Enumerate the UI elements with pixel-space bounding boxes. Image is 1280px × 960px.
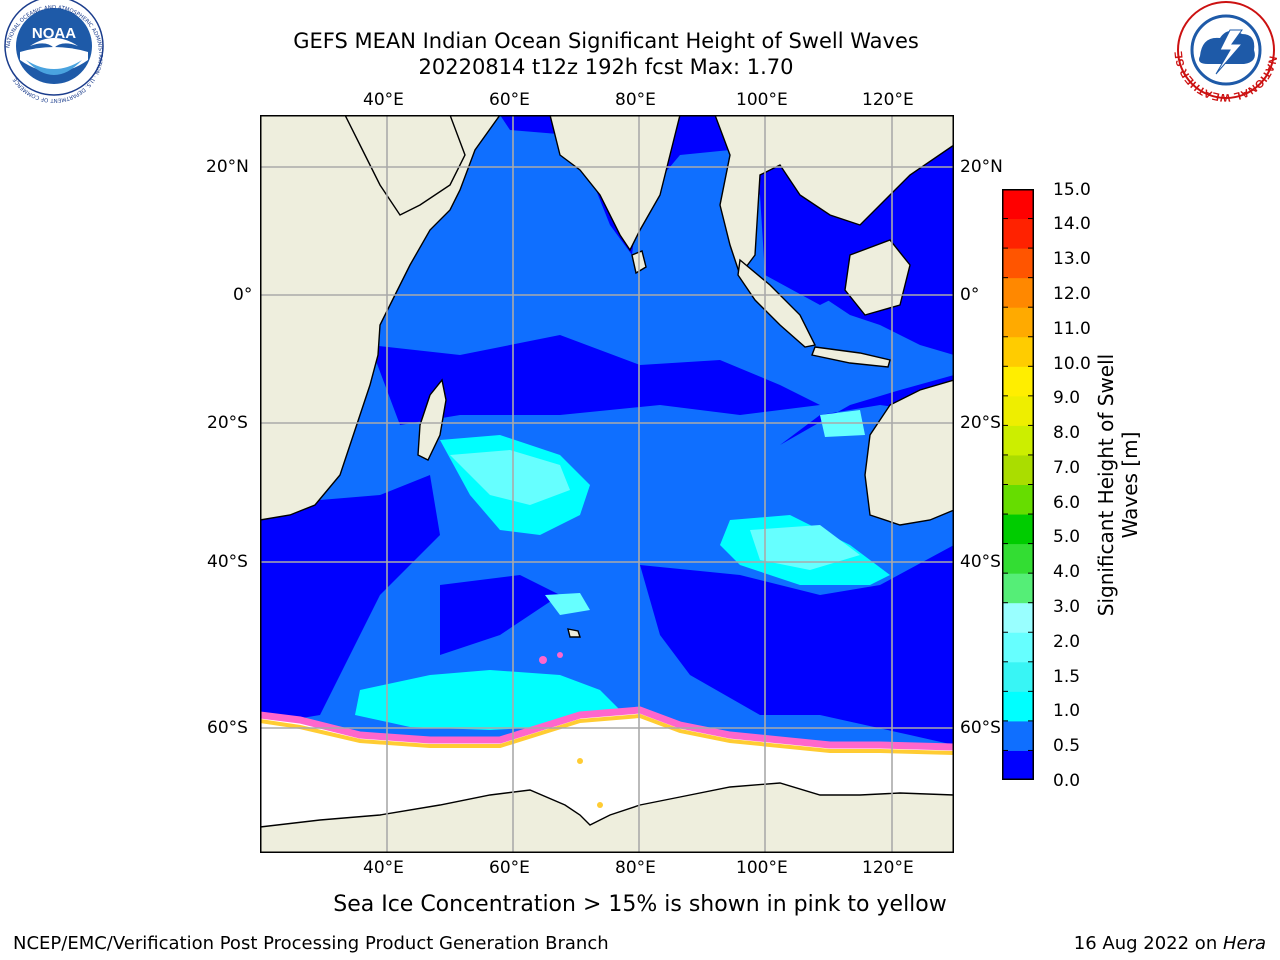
colorbar-label: Significant Height of Swell Waves [m] bbox=[1094, 325, 1164, 645]
lon-label-100e-bottom: 100°E bbox=[736, 858, 788, 878]
colorbar-segment bbox=[1002, 543, 1034, 574]
colorbar-segment bbox=[1002, 277, 1034, 308]
lat-label-40s-left: 40°S bbox=[207, 552, 248, 572]
footer-date-text: 16 Aug 2022 on bbox=[1073, 933, 1223, 954]
swell-height-map bbox=[259, 114, 955, 854]
antarctica-land bbox=[259, 782, 955, 854]
colorbar-tick-7: 7.0 bbox=[1053, 458, 1081, 478]
lat-label-20n-right: 20°N bbox=[960, 157, 1003, 177]
colorbar-tick-8: 8.0 bbox=[1053, 423, 1081, 443]
colorbar-tick-0: 0.0 bbox=[1053, 771, 1081, 791]
australia-land bbox=[864, 379, 955, 526]
colorbar-segment bbox=[1002, 573, 1034, 604]
colorbar-tick-13: 13.0 bbox=[1053, 249, 1091, 269]
colorbar-segment bbox=[1002, 750, 1034, 781]
lat-label-60s-right: 60°S bbox=[960, 718, 1001, 738]
colorbar-tick-5: 5.0 bbox=[1053, 527, 1081, 547]
colorbar-tick-9: 9.0 bbox=[1053, 388, 1081, 408]
colorbar-segment bbox=[1002, 661, 1034, 692]
colorbar-segment bbox=[1002, 484, 1034, 515]
kerguelen-land bbox=[567, 628, 581, 638]
lon-label-120e-top: 120°E bbox=[862, 90, 914, 110]
noaa-logo-text: NOAA bbox=[32, 25, 76, 42]
nws-logo: NATIONAL WEATHER SERVICE bbox=[1168, 0, 1280, 108]
arabia-land bbox=[343, 114, 466, 216]
colorbar-tick-6: 6.0 bbox=[1053, 493, 1081, 513]
india-land bbox=[549, 114, 681, 252]
map-title: GEFS MEAN Indian Ocean Significant Heigh… bbox=[293, 29, 919, 53]
map-subtitle: 20220814 t12z 192h fcst Max: 1.70 bbox=[418, 55, 794, 79]
lon-label-40e-top: 40°E bbox=[363, 90, 404, 110]
colorbar-tick-2: 2.0 bbox=[1053, 632, 1081, 652]
colorbar-tick-1-5: 1.5 bbox=[1053, 667, 1081, 687]
lon-label-80e-bottom: 80°E bbox=[615, 858, 656, 878]
colorbar-segment bbox=[1002, 218, 1034, 249]
graticule bbox=[260, 115, 954, 853]
madagascar-land bbox=[417, 378, 447, 461]
lon-label-40e-bottom: 40°E bbox=[363, 858, 404, 878]
land-masses bbox=[259, 114, 955, 854]
colorbar-segment bbox=[1002, 366, 1034, 397]
colorbar-segment bbox=[1002, 395, 1034, 426]
colorbar-frame bbox=[1002, 189, 1034, 780]
swell-15-2-regions bbox=[450, 410, 865, 615]
colorbar-segment bbox=[1002, 454, 1034, 485]
java-land bbox=[811, 346, 891, 368]
lon-label-60e-bottom: 60°E bbox=[489, 858, 530, 878]
lat-label-60s-left: 60°S bbox=[207, 718, 248, 738]
colorbar-segment bbox=[1002, 632, 1034, 663]
noaa-logo: NOAA NATIONAL OCEANIC AND ATMOSPHERIC AD… bbox=[0, 0, 108, 108]
borneo-land bbox=[844, 239, 911, 316]
colorbar-tick-0-5: 0.5 bbox=[1053, 736, 1081, 756]
colorbar-segment bbox=[1002, 720, 1034, 751]
colorbar-tick-14: 14.0 bbox=[1053, 214, 1091, 234]
lat-label-20s-left: 20°S bbox=[207, 413, 248, 433]
map-frame bbox=[260, 115, 954, 853]
southeast-asia-land bbox=[713, 114, 955, 277]
colorbar-segment bbox=[1002, 336, 1034, 367]
lon-label-60e-top: 60°E bbox=[489, 90, 530, 110]
colorbar-tick-15: 15.0 bbox=[1053, 180, 1091, 200]
lat-label-20s-right: 20°S bbox=[960, 413, 1001, 433]
footer-credit: NCEP/EMC/Verification Post Processing Pr… bbox=[13, 933, 609, 954]
colorbar-tick-4: 4.0 bbox=[1053, 562, 1081, 582]
colorbar-segment bbox=[1002, 425, 1034, 456]
sea-ice-caption: Sea Ice Concentration > 15% is shown in … bbox=[333, 892, 947, 917]
colorbar-segment bbox=[1002, 691, 1034, 722]
colorbar-segment bbox=[1002, 602, 1034, 633]
colorbar-tick-1: 1.0 bbox=[1053, 701, 1081, 721]
lat-label-40s-right: 40°S bbox=[960, 552, 1001, 572]
lat-label-20n-left: 20°N bbox=[206, 157, 249, 177]
lon-label-120e-bottom: 120°E bbox=[862, 858, 914, 878]
colorbar-tick-10: 10.0 bbox=[1053, 354, 1091, 374]
colorbar bbox=[1002, 188, 1034, 781]
colorbar-tick-12: 12.0 bbox=[1053, 284, 1091, 304]
lon-label-100e-top: 100°E bbox=[736, 90, 788, 110]
colorbar-segment bbox=[1002, 189, 1034, 220]
lat-label-0-left: 0° bbox=[233, 285, 253, 305]
colorbar-label-line2: Waves [m] bbox=[1118, 431, 1142, 539]
colorbar-segment bbox=[1002, 248, 1034, 279]
africa-arabia-land bbox=[259, 114, 502, 521]
lon-label-80e-top: 80°E bbox=[615, 90, 656, 110]
lat-label-0-right: 0° bbox=[960, 285, 980, 305]
footer-host: Hera bbox=[1222, 933, 1266, 954]
colorbar-tick-3: 3.0 bbox=[1053, 597, 1081, 617]
footer-date: 16 Aug 2022 on Hera bbox=[1074, 933, 1266, 955]
colorbar-tick-11: 11.0 bbox=[1053, 319, 1091, 339]
colorbar-segment bbox=[1002, 514, 1034, 545]
colorbar-segment bbox=[1002, 307, 1034, 338]
colorbar-label-line1: Significant Height of Swell bbox=[1094, 353, 1118, 617]
